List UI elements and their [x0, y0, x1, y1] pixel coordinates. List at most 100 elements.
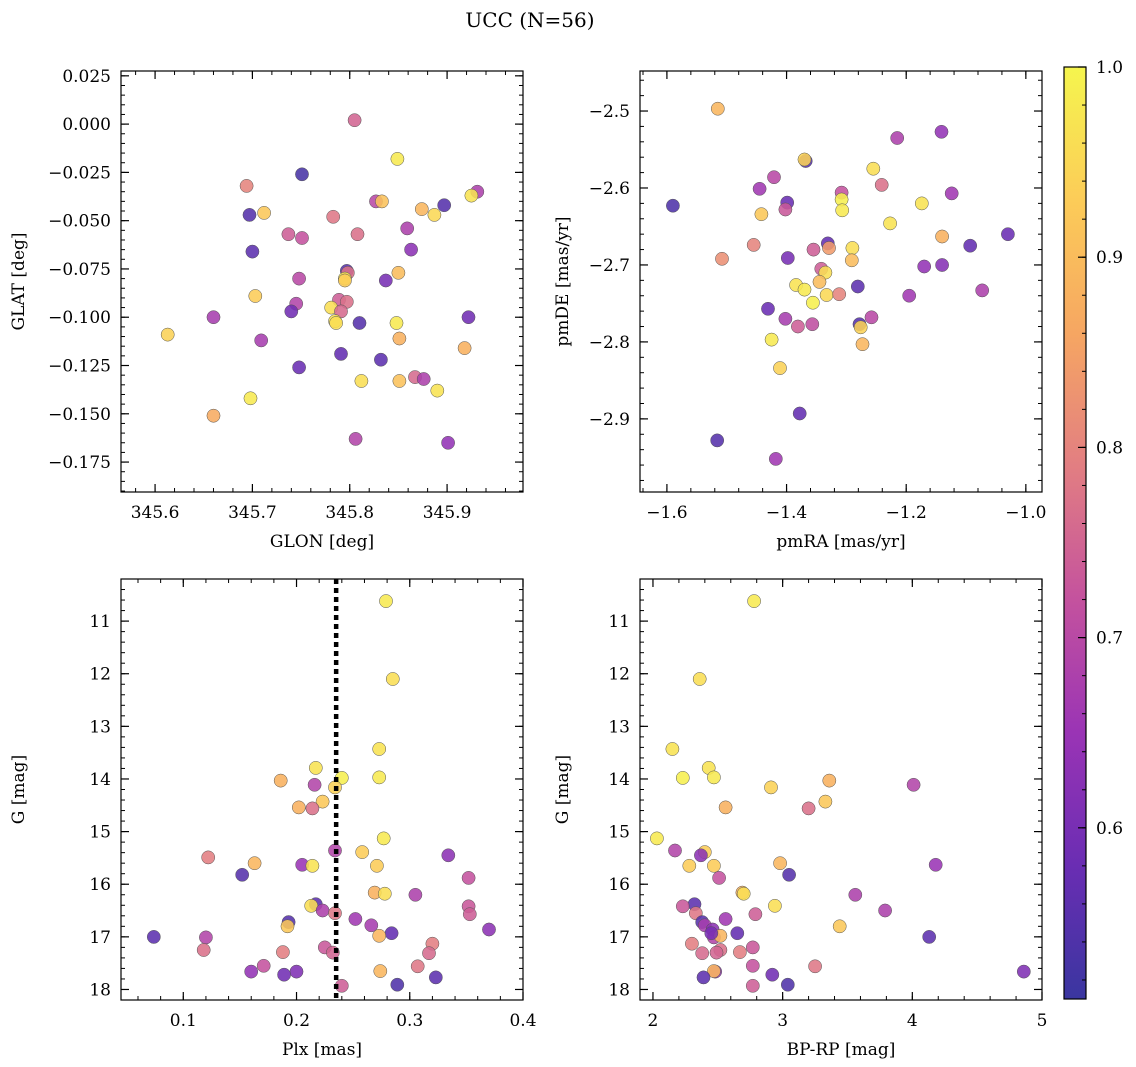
data-point: [160, 327, 175, 342]
data-point: [482, 922, 496, 937]
data-point: [428, 970, 443, 985]
data-point: [305, 858, 320, 873]
data-point: [295, 167, 309, 182]
ticks: 345.6 345.7 345.8 345.9 0.025 0.000 −0.025 −0.0…: [48, 67, 523, 523]
data-point: [853, 320, 868, 335]
data-point: [709, 945, 724, 960]
data-point: [747, 594, 761, 608]
data-point: [768, 898, 782, 913]
y-tick-label: 18: [89, 980, 111, 1000]
data-point: [379, 594, 393, 608]
data-point: [748, 907, 763, 922]
data-point: [352, 316, 367, 330]
x-tick-label: 345.8: [325, 503, 374, 523]
data-point: [768, 452, 783, 466]
x-axis-label: Plx [mas]: [282, 1040, 362, 1060]
panel-position: 345.6 345.7 345.8 345.9 0.025 0.000 −0.025 −0.0…: [9, 67, 524, 552]
data-point: [315, 903, 330, 918]
y-tick-label: 11: [608, 612, 630, 632]
data-point: [767, 170, 781, 185]
data-point: [461, 871, 476, 885]
data-point: [773, 856, 787, 871]
data-point: [348, 912, 363, 926]
data-point: [745, 978, 760, 993]
y-tick-label: 16: [608, 875, 630, 895]
data-point: [778, 311, 793, 326]
data-point: [392, 374, 407, 388]
axes-frame: [639, 578, 1043, 1001]
data-point: [291, 800, 306, 815]
data-point: [666, 198, 680, 213]
data-point: [752, 181, 767, 196]
scatter-points: [146, 594, 496, 993]
data-point: [797, 282, 812, 297]
data-point: [675, 771, 690, 785]
data-point: [773, 361, 787, 375]
data-point: [375, 194, 389, 209]
data-point: [890, 131, 905, 145]
data-point: [422, 946, 436, 961]
data-point: [206, 408, 221, 423]
data-point: [289, 964, 304, 979]
data-point: [244, 964, 259, 979]
data-point: [441, 435, 455, 450]
x-tick-label: −1.0: [1005, 503, 1046, 523]
data-point: [292, 360, 306, 375]
data-point: [797, 152, 812, 167]
x-tick-label: 5: [1037, 1011, 1048, 1031]
data-point: [247, 856, 262, 871]
data-point: [782, 867, 796, 882]
y-tick-label: −0.075: [48, 260, 111, 280]
data-point: [710, 433, 725, 448]
data-point: [146, 930, 161, 944]
data-point: [281, 227, 296, 242]
data-point: [668, 843, 682, 858]
data-point: [277, 967, 291, 982]
data-point: [801, 801, 816, 816]
x-tick-label: 0.2: [283, 1011, 310, 1031]
y-tick-label: 15: [89, 823, 111, 843]
data-point: [806, 295, 820, 310]
panel-color-magnitude: 2 3 4 5 11 12 13 14 15 16 17 18 BP-RP [mag] G [mag]: [553, 578, 1048, 1060]
x-tick-label: 0.4: [509, 1011, 536, 1031]
data-point: [650, 831, 664, 846]
data-point: [685, 936, 699, 951]
data-point: [243, 391, 258, 406]
data-point: [199, 930, 213, 945]
data-point: [805, 317, 820, 332]
data-point: [675, 899, 690, 914]
axes-frame: [120, 70, 524, 493]
data-point: [254, 333, 269, 348]
data-point: [201, 850, 216, 865]
data-point: [746, 238, 761, 252]
x-tick-label: −1.4: [766, 503, 807, 523]
x-tick-label: −1.6: [646, 503, 687, 523]
y-tick-label: 12: [89, 665, 111, 685]
data-point: [704, 926, 719, 941]
data-point: [712, 871, 726, 885]
data-point: [437, 198, 452, 213]
data-point: [384, 926, 399, 941]
data-point: [1016, 964, 1031, 979]
y-axis-label: GLAT [deg]: [9, 232, 29, 330]
data-point: [682, 858, 697, 873]
data-point: [696, 970, 711, 985]
data-point: [866, 161, 881, 176]
axes-frame: [120, 578, 524, 1001]
x-tick-label: 345.9: [423, 503, 472, 523]
x-axis-label: GLON [deg]: [270, 532, 374, 552]
data-point: [745, 958, 760, 973]
data-point: [906, 777, 921, 792]
data-point: [878, 903, 892, 918]
data-point: [404, 242, 418, 257]
panels: 345.6 345.7 345.8 345.9 0.025 0.000 −0.025 −0.0…: [9, 67, 1047, 1060]
data-point: [308, 761, 323, 775]
data-point: [718, 800, 733, 815]
data-point: [370, 858, 384, 873]
ticks: 0.1 0.2 0.3 0.4 11 12 13 14 15 16 17 18: [89, 578, 537, 1031]
y-tick-label: −2.5: [589, 102, 630, 122]
data-point: [778, 202, 793, 217]
data-point: [822, 773, 837, 788]
ticks: 2 3 4 5 11 12 13 14 15 16 17 18: [608, 578, 1048, 1031]
